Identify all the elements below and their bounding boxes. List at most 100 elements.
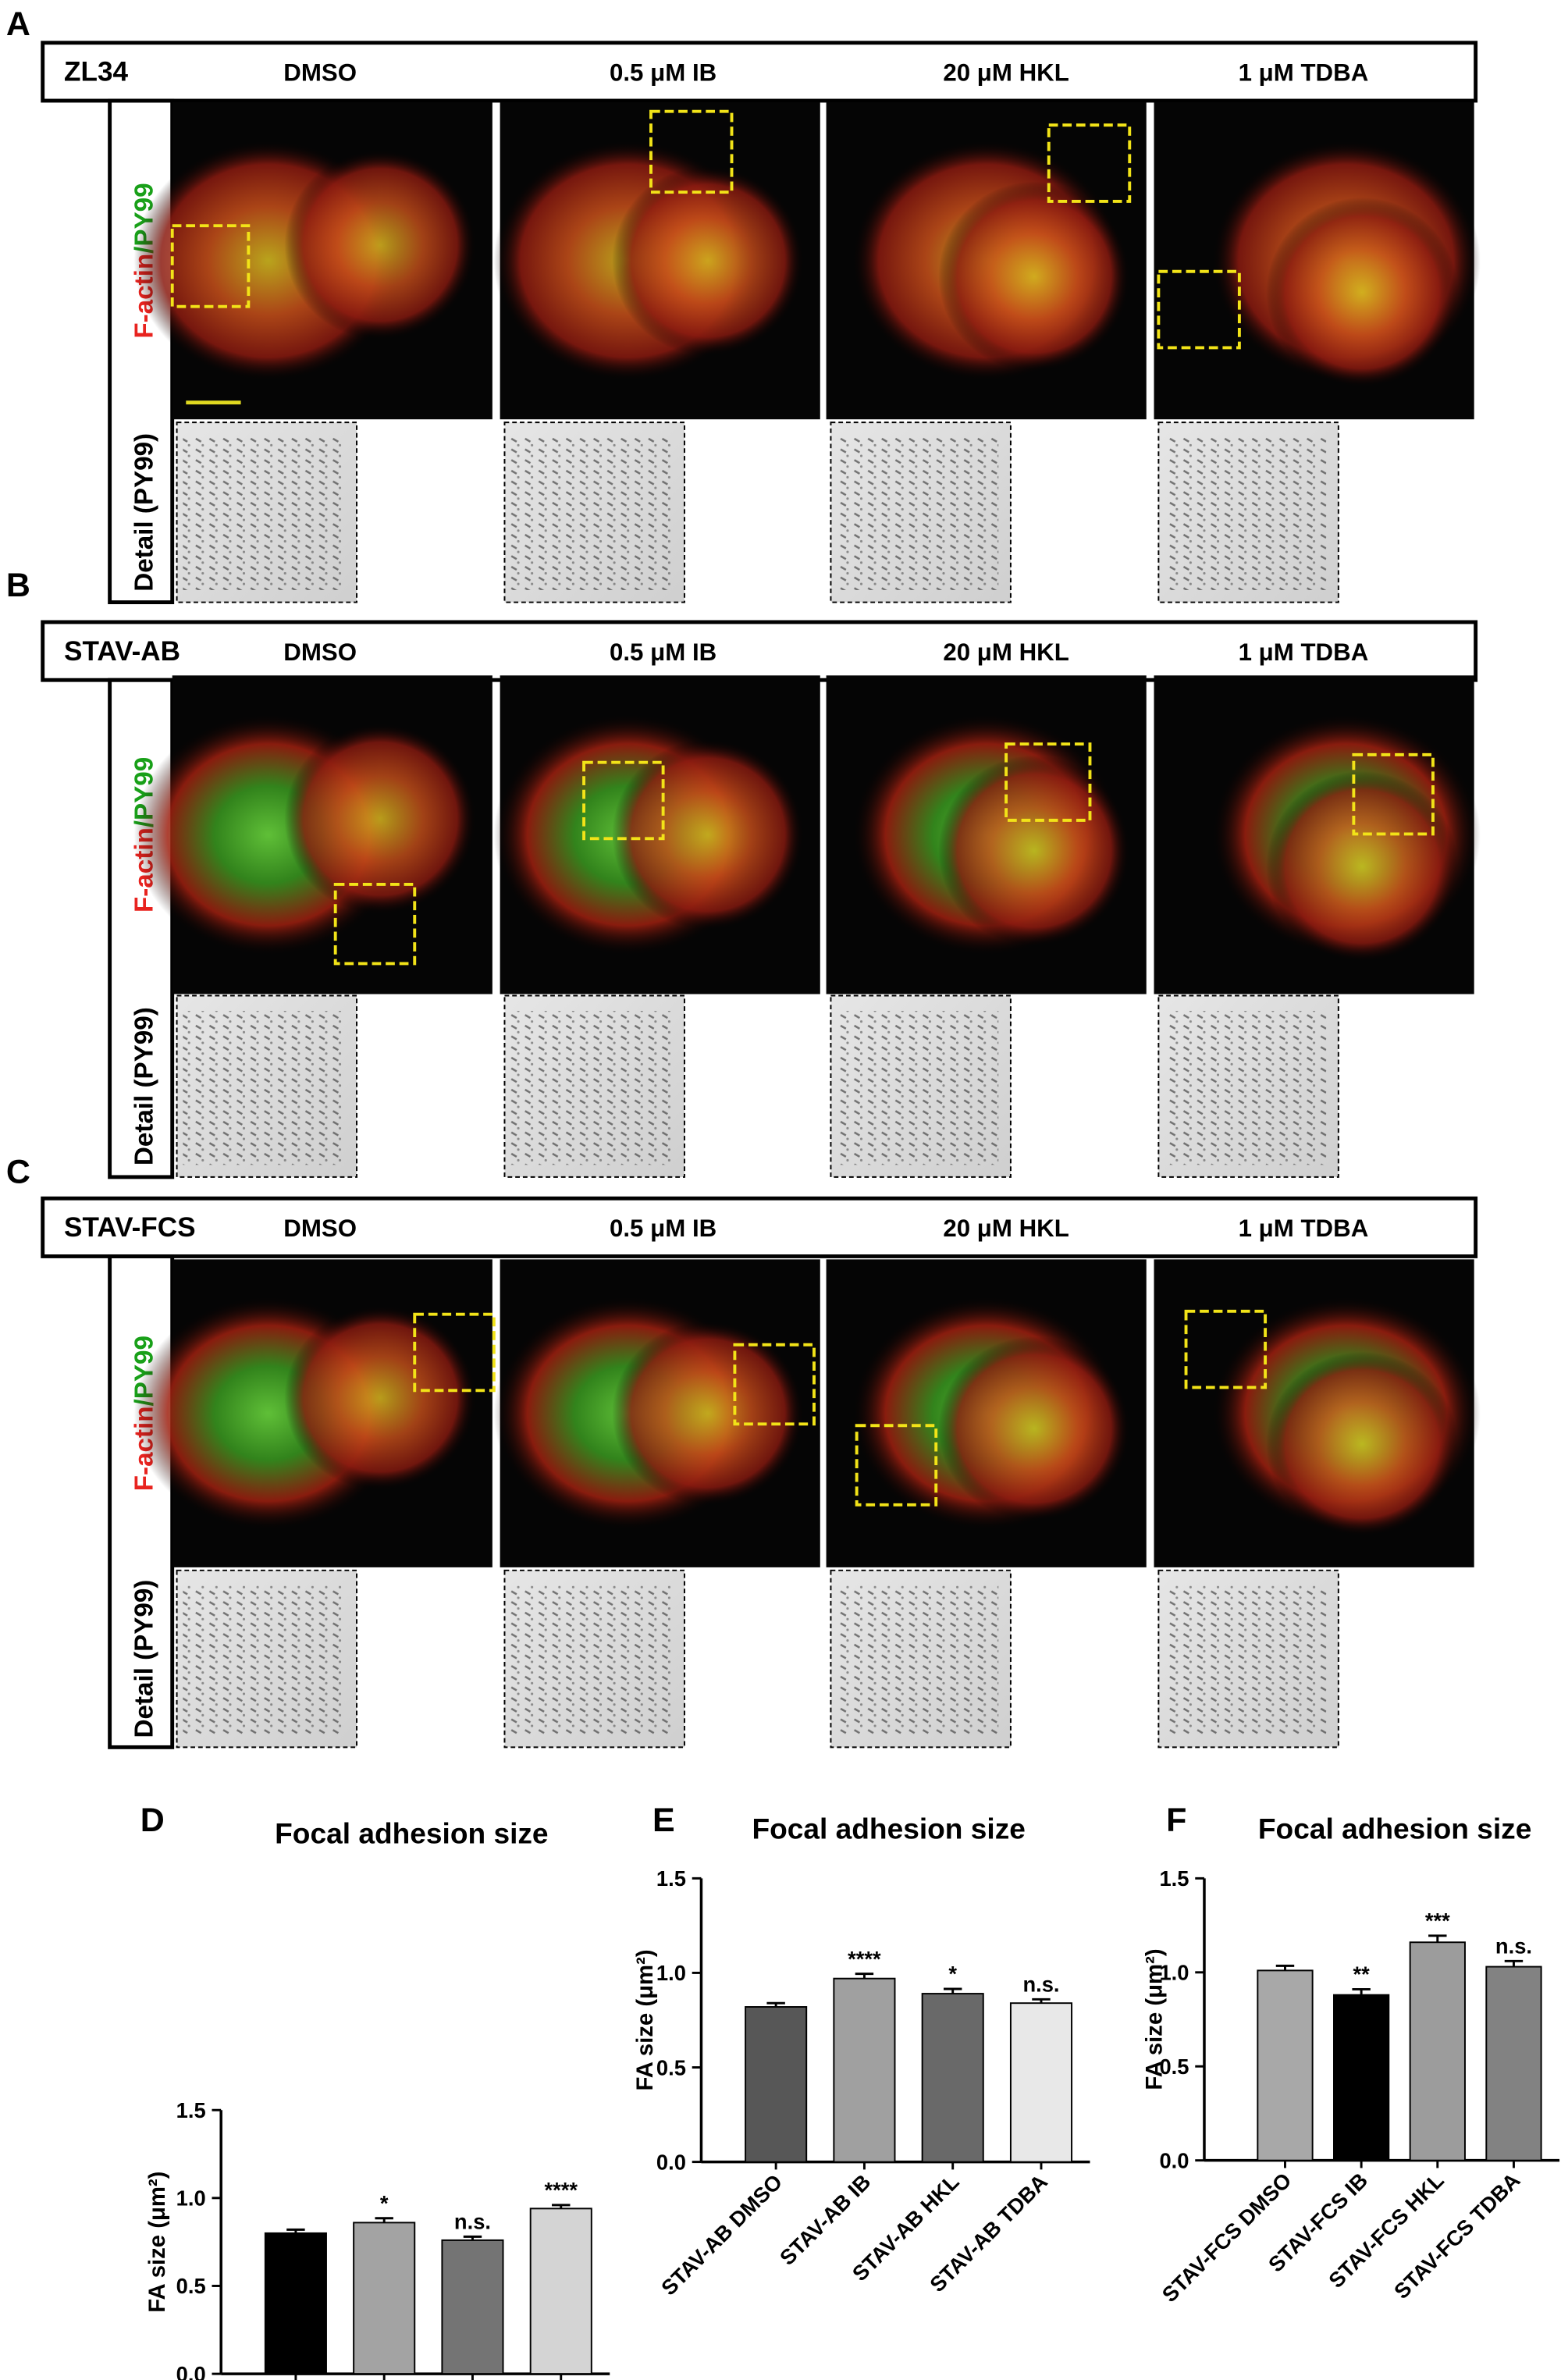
- bar: [264, 2232, 327, 2375]
- roi-box: [333, 882, 417, 966]
- bar: [441, 2239, 504, 2375]
- detail-texture: [510, 437, 673, 590]
- cell: [612, 165, 805, 356]
- condition-label: 20 μM HKL: [943, 1215, 1069, 1242]
- error-bar: [1504, 1959, 1524, 1967]
- detail-texture: [837, 1011, 999, 1165]
- roi-box: [1005, 742, 1092, 822]
- condition-label: DMSO: [283, 59, 357, 87]
- y-tick-label: 1.0: [1159, 1961, 1189, 1985]
- y-tick-label: 0.5: [176, 2274, 206, 2298]
- chart-title: Focal adhesion size: [275, 1816, 548, 1849]
- roi-box: [1047, 123, 1132, 203]
- bar: [833, 1977, 896, 2163]
- bar: [1257, 1969, 1314, 2161]
- significance: *: [948, 1962, 957, 1986]
- detail-texture: [183, 437, 345, 590]
- cell-line: ZL34: [64, 57, 128, 87]
- bar: [745, 2006, 808, 2163]
- panel-letter: F: [1166, 1802, 1186, 1839]
- error-bar: [1352, 1988, 1371, 1995]
- roi-box: [582, 760, 665, 841]
- cell: [612, 738, 805, 930]
- significance: ****: [544, 2178, 578, 2202]
- x-tick-label: STAV-FCS TDBA: [1389, 2168, 1525, 2304]
- roi-box: [855, 1424, 938, 1507]
- cell: [938, 181, 1131, 372]
- cell-line: STAV-AB: [64, 636, 180, 667]
- y-axis-label: FA size (μm²): [632, 1949, 658, 2090]
- y-axis-label: FA size (μm²): [1141, 1948, 1167, 2090]
- cell: [284, 149, 477, 340]
- condition-label: 0.5 μM IB: [610, 1215, 716, 1242]
- significance: n.s.: [1495, 1934, 1532, 1958]
- cell: [938, 755, 1131, 947]
- detail-label: Detail (PY99): [130, 1580, 158, 1738]
- roi-box: [1352, 752, 1435, 836]
- detail-texture: [837, 437, 999, 590]
- cell: [284, 723, 477, 915]
- roi-box: [733, 1343, 816, 1426]
- x-tick-label: STAV-FCS DMSO: [1157, 2168, 1296, 2307]
- error-bar: [552, 2204, 571, 2209]
- error-bar: [766, 2001, 785, 2008]
- condition-label: 0.5 μM IB: [610, 639, 716, 666]
- significance: *: [380, 2191, 389, 2215]
- detail-texture: [510, 1585, 673, 1735]
- roi-box: [649, 109, 734, 194]
- panel-letter: B: [6, 567, 30, 604]
- cell: [612, 1321, 805, 1506]
- detail-texture: [183, 1585, 345, 1735]
- y-axis-label: FA size (μm²): [144, 2172, 170, 2313]
- y-tick-label: 1.5: [656, 1866, 686, 1891]
- detail-label: Detail (PY99): [130, 1007, 158, 1165]
- significance: ****: [848, 1947, 881, 1971]
- bar: [353, 2222, 416, 2375]
- panel-letter: C: [6, 1154, 30, 1191]
- condition-label: 1 μM TDBA: [1239, 59, 1369, 87]
- cell: [1266, 1351, 1459, 1537]
- panel-letter: A: [6, 5, 30, 43]
- roi-box: [1184, 1309, 1268, 1389]
- error-bar: [463, 2235, 482, 2240]
- error-bar: [286, 2228, 305, 2233]
- condition-label: 1 μM TDBA: [1239, 639, 1369, 666]
- roi-box: [413, 1312, 496, 1393]
- detail-texture: [183, 1011, 345, 1165]
- detail-label: Detail (PY99): [130, 433, 158, 592]
- y-tick-label: 1.5: [1159, 1866, 1189, 1891]
- significance: n.s.: [454, 2210, 491, 2234]
- significance: **: [1353, 1962, 1371, 1987]
- chart-title: Focal adhesion size: [1258, 1813, 1531, 1845]
- cell: [938, 1336, 1131, 1521]
- error-bar: [943, 1987, 962, 1994]
- error-bar: [855, 1973, 874, 1979]
- cell: [1266, 770, 1459, 962]
- cell-line: STAV-FCS: [64, 1212, 196, 1243]
- error-bar: [1428, 1934, 1447, 1943]
- y-tick-label: 0.5: [656, 2055, 686, 2079]
- condition-label: 0.5 μM IB: [610, 59, 716, 87]
- condition-label: DMSO: [283, 1215, 357, 1242]
- y-tick-label: 0.0: [176, 2362, 206, 2380]
- y-tick-label: 1.5: [176, 2098, 206, 2122]
- bar: [1485, 1966, 1542, 2161]
- panel-letter: E: [652, 1802, 675, 1839]
- header-box: [41, 1196, 1478, 1258]
- error-bar: [1032, 1998, 1051, 2004]
- y-tick-label: 1.0: [176, 2186, 206, 2211]
- error-bar: [1275, 1964, 1295, 1971]
- bar: [1409, 1941, 1466, 2161]
- detail-texture: [837, 1585, 999, 1735]
- bar: [1009, 2002, 1073, 2163]
- panel-letter: D: [140, 1802, 165, 1839]
- cell: [284, 1305, 477, 1491]
- condition-label: DMSO: [283, 639, 357, 666]
- detail-texture: [1165, 437, 1327, 590]
- detail-texture: [1165, 1585, 1327, 1735]
- y-tick-label: 0.5: [1159, 2054, 1189, 2079]
- detail-texture: [1165, 1011, 1327, 1165]
- error-bar: [375, 2217, 393, 2223]
- roi-box: [1157, 269, 1241, 350]
